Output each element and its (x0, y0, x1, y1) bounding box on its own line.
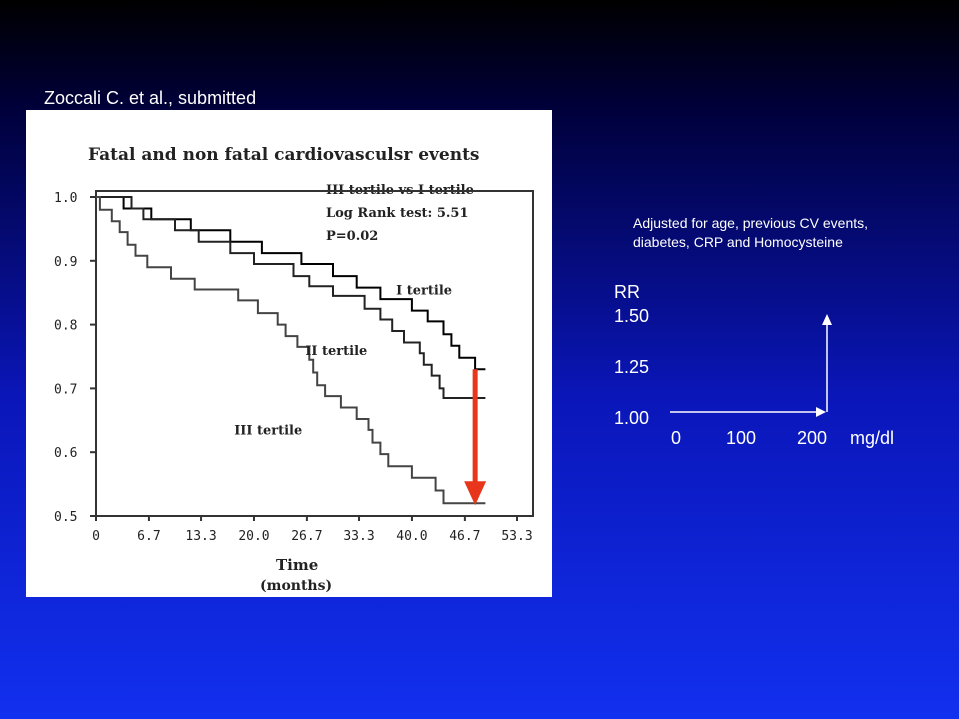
x-tick-label: 46.7 (449, 529, 480, 544)
x-tick-label: 26.7 (291, 529, 322, 544)
adjustment-note: Adjusted for age, previous CV events, di… (633, 214, 933, 252)
rr-x-tick-200: 200 (797, 428, 828, 448)
x-axis-unit: (months) (260, 578, 332, 594)
rr-x-unit: mg/dl (850, 428, 895, 448)
y-tick-label: 1.0 (54, 191, 77, 206)
rr-tick-125: 1.25 (614, 357, 650, 377)
y-tick-label: 0.8 (54, 319, 77, 334)
y-tick-label: 0.9 (54, 255, 77, 270)
plot-frame (95, 190, 534, 517)
x-tick-label: 6.7 (137, 529, 160, 544)
rr-tick-150: 1.50 (614, 306, 650, 326)
rr-x-tick-0: 0 (671, 428, 682, 448)
km-curve-i-tertile (96, 196, 486, 371)
annotation-line-2: Log Rank test: 5.51 (326, 206, 469, 221)
adjustment-note-line-2: diabetes, CRP and Homocysteine (633, 234, 843, 250)
rr-tick-100: 1.00 (614, 408, 650, 428)
chart-title: Fatal and non fatal cardiovasculsr event… (88, 145, 480, 165)
x-tick-label: 33.3 (343, 529, 374, 544)
annotation-line-3: P=0.02 (326, 229, 378, 244)
x-tick-label: 0 (92, 529, 100, 544)
rr-y-arrowhead (822, 314, 832, 325)
x-tick-label: 13.3 (185, 529, 216, 544)
rr-axes (670, 314, 832, 417)
x-tick-label: 53.3 (501, 529, 532, 544)
x-tick-label: 20.0 (238, 529, 269, 544)
x-tick-label: 40.0 (396, 529, 427, 544)
rr-title: RR (614, 282, 640, 302)
x-axis-label: Time (276, 556, 318, 574)
km-figure: Fatal and non fatal cardiovasculsr event… (26, 110, 552, 597)
citation-text: Zoccali C. et al., submitted (44, 88, 257, 108)
series-label: II tertile (305, 344, 367, 359)
y-tick-label: 0.6 (54, 446, 77, 461)
series-label: III tertile (234, 423, 302, 438)
rr-x-arrowhead (816, 407, 826, 417)
y-tick-label: 0.5 (54, 510, 77, 525)
km-chart-svg: Fatal and non fatal cardiovasculsr event… (54, 145, 534, 594)
km-curve-iii-tertile (96, 196, 486, 505)
y-tick-label: 0.7 (54, 382, 77, 397)
rr-x-tick-100: 100 (726, 428, 757, 448)
km-curve-ii-tertile (96, 196, 486, 399)
series-label: I tertile (396, 284, 452, 299)
difference-arrow-head (464, 481, 487, 506)
adjustment-note-line-1: Adjusted for age, previous CV events, (633, 215, 869, 231)
